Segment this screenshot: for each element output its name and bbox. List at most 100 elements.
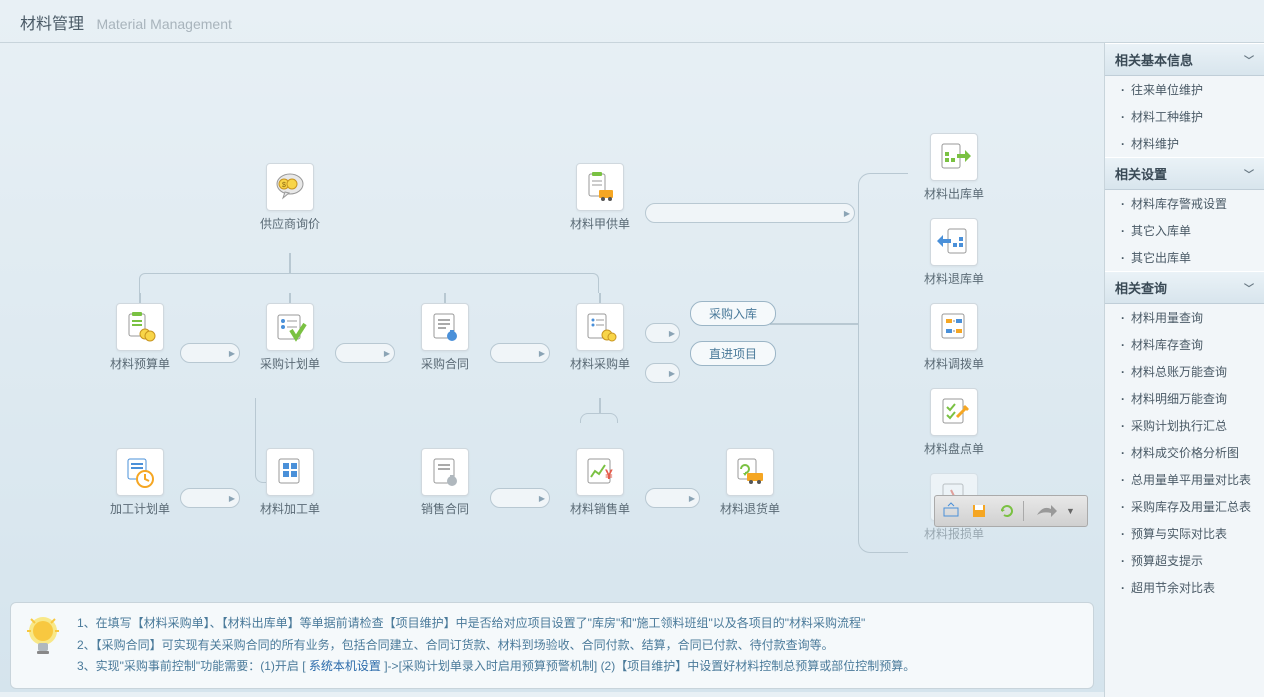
sidebar-header-query[interactable]: 相关查询 ﹀ — [1105, 271, 1264, 304]
list-check-icon — [266, 303, 314, 351]
title-en: Material Management — [96, 16, 231, 32]
list-coins-icon — [576, 303, 624, 351]
doc-arrow-left-icon — [930, 218, 978, 266]
system-settings-link[interactable]: 系统本机设置 — [309, 659, 381, 673]
tips-panel: 1、在填写【材料采购单】、【材料出库单】等单据前请检查【项目维护】中是否给对应项… — [10, 602, 1094, 689]
node-outbound[interactable]: 材料出库单 — [914, 133, 994, 202]
chevron-down-icon: ﹀ — [1244, 280, 1254, 295]
connector — [858, 173, 908, 553]
toolbar-dropdown-icon[interactable]: ▼ — [1066, 506, 1075, 516]
node-sales-contract[interactable]: 销售合同 — [405, 448, 485, 517]
sidebar-item[interactable]: 材料库存警戒设置 — [1105, 190, 1264, 217]
doc-transfer-icon — [930, 303, 978, 351]
arrow — [645, 323, 680, 343]
arrow — [180, 488, 240, 508]
sidebar-item[interactable]: 采购计划执行汇总 — [1105, 412, 1264, 439]
title-cn: 材料管理 — [20, 10, 84, 34]
node-transfer[interactable]: 材料调拨单 — [914, 303, 994, 372]
sidebar-item[interactable]: 预算超支提示 — [1105, 547, 1264, 574]
pill-direct-project[interactable]: 直进项目 — [690, 341, 776, 366]
sidebar-item[interactable]: 往来单位维护 — [1105, 76, 1264, 103]
tips-content: 1、在填写【材料采购单】、【材料出库单】等单据前请检查【项目维护】中是否给对应项… — [77, 613, 915, 678]
sidebar-section: 相关基本信息 ﹀ 往来单位维护 材料工种维护 材料维护 — [1105, 43, 1264, 157]
contract-stamp-icon — [421, 448, 469, 496]
node-label: 采购计划单 — [250, 355, 330, 372]
node-label: 材料采购单 — [560, 355, 640, 372]
doc-check-icon — [930, 388, 978, 436]
connector — [139, 273, 599, 293]
arrow — [490, 343, 550, 363]
sidebar-item[interactable]: 超用节余对比表 — [1105, 574, 1264, 601]
connector — [580, 413, 618, 423]
svg-text:$: $ — [282, 182, 286, 189]
sidebar-item[interactable]: 总用量单平用量对比表 — [1105, 466, 1264, 493]
sidebar-header-settings[interactable]: 相关设置 ﹀ — [1105, 157, 1264, 190]
node-label: 销售合同 — [405, 500, 485, 517]
node-budget[interactable]: 材料预算单 — [100, 303, 180, 372]
node-label: 材料退库单 — [914, 270, 994, 287]
node-inventory[interactable]: 材料盘点单 — [914, 388, 994, 457]
tip-line-3: 3、实现"采购事前控制"功能需要：(1)开启 [ 系统本机设置 ]->[采购计划… — [77, 656, 915, 678]
sidebar-item[interactable]: 材料明细万能查询 — [1105, 385, 1264, 412]
node-supplier-inquiry[interactable]: $ 供应商询价 — [250, 163, 330, 232]
node-label: 材料报损单 — [914, 525, 994, 542]
clipboard-coins-icon — [116, 303, 164, 351]
contract-stamp-icon — [421, 303, 469, 351]
sidebar-item[interactable]: 其它出库单 — [1105, 244, 1264, 271]
toolbar-separator — [1023, 501, 1024, 521]
sidebar-item[interactable]: 材料库存查询 — [1105, 331, 1264, 358]
doc-gear-icon — [266, 448, 314, 496]
node-purchase-contract[interactable]: 采购合同 — [405, 303, 485, 372]
node-return-stock[interactable]: 材料退库单 — [914, 218, 994, 287]
node-owner-supply[interactable]: 材料甲供单 — [560, 163, 640, 232]
doc-arrow-right-icon — [930, 133, 978, 181]
sidebar-item[interactable]: 材料总账万能查询 — [1105, 358, 1264, 385]
toolbar-save-icon[interactable] — [967, 499, 991, 523]
node-label: 采购合同 — [405, 355, 485, 372]
svg-text:¥: ¥ — [605, 466, 613, 482]
node-label: 材料盘点单 — [914, 440, 994, 457]
node-label: 材料出库单 — [914, 185, 994, 202]
arrow — [335, 343, 395, 363]
page-header: 材料管理 Material Management — [0, 0, 1264, 43]
node-label: 材料甲供单 — [560, 215, 640, 232]
connector — [770, 323, 858, 325]
clipboard-truck-icon — [576, 163, 624, 211]
money-chat-icon: $ — [266, 163, 314, 211]
sidebar-item[interactable]: 采购库存及用量汇总表 — [1105, 493, 1264, 520]
arrow — [490, 488, 550, 508]
node-label: 材料预算单 — [100, 355, 180, 372]
node-process-plan[interactable]: 加工计划单 — [100, 448, 180, 517]
node-label: 加工计划单 — [100, 500, 180, 517]
node-process-order[interactable]: 材料加工单 — [250, 448, 330, 517]
chart-yen-icon: ¥ — [576, 448, 624, 496]
sidebar-item[interactable]: 材料用量查询 — [1105, 304, 1264, 331]
lightbulb-icon — [23, 613, 63, 661]
chevron-down-icon: ﹀ — [1244, 52, 1254, 67]
sidebar-item[interactable]: 材料维护 — [1105, 130, 1264, 157]
sidebar-item[interactable]: 其它入库单 — [1105, 217, 1264, 244]
toolbar-refresh-icon[interactable] — [995, 499, 1019, 523]
sidebar-item[interactable]: 预算与实际对比表 — [1105, 520, 1264, 547]
node-sales-order[interactable]: ¥ 材料销售单 — [560, 448, 640, 517]
toolbar-share-icon[interactable] — [1028, 499, 1062, 523]
node-purchase-order[interactable]: 材料采购单 — [560, 303, 640, 372]
sidebar-section: 相关设置 ﹀ 材料库存警戒设置 其它入库单 其它出库单 — [1105, 157, 1264, 271]
node-label: 供应商询价 — [250, 215, 330, 232]
connector — [599, 398, 601, 413]
pill-purchase-in[interactable]: 采购入库 — [690, 301, 776, 326]
tip-line-1: 1、在填写【材料采购单】、【材料出库单】等单据前请检查【项目维护】中是否给对应项… — [77, 613, 915, 635]
node-purchase-plan[interactable]: 采购计划单 — [250, 303, 330, 372]
arrow — [645, 203, 855, 223]
toolbar-expand-icon[interactable] — [939, 499, 963, 523]
main-container: 采购入库 直进项目 $ 供应商询价 材料甲供单 材料预算单 采购计划单 采购合同… — [0, 43, 1264, 697]
sidebar-header-basic[interactable]: 相关基本信息 ﹀ — [1105, 43, 1264, 76]
tip-line-2: 2、【采购合同】可实现有关采购合同的所有业务，包括合同建立、合同订货款、材料到场… — [77, 635, 915, 657]
node-label: 材料销售单 — [560, 500, 640, 517]
node-label: 材料加工单 — [250, 500, 330, 517]
sidebar-item[interactable]: 材料成交价格分析图 — [1105, 439, 1264, 466]
sidebar-section: 相关查询 ﹀ 材料用量查询 材料库存查询 材料总账万能查询 材料明细万能查询 采… — [1105, 271, 1264, 601]
sidebar-item[interactable]: 材料工种维护 — [1105, 103, 1264, 130]
doc-truck-return-icon — [726, 448, 774, 496]
node-return-goods[interactable]: 材料退货单 — [710, 448, 790, 517]
